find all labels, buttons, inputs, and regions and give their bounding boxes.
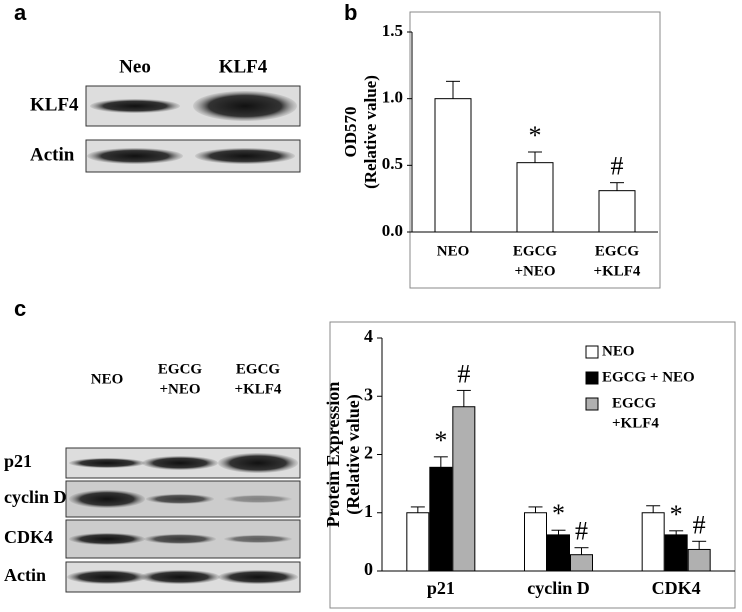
bar bbox=[429, 466, 453, 572]
row-label: cyclin D bbox=[4, 487, 67, 507]
significance-mark: # bbox=[611, 152, 624, 181]
bar bbox=[547, 534, 570, 572]
bar bbox=[664, 534, 688, 572]
chart-frame bbox=[409, 11, 661, 289]
legend-label: NEO bbox=[602, 343, 635, 359]
bar bbox=[516, 162, 554, 233]
row-label: CDK4 bbox=[4, 527, 53, 547]
significance-mark: # bbox=[457, 359, 470, 388]
significance-mark: # bbox=[693, 510, 706, 539]
legend-swatch bbox=[585, 397, 599, 411]
row-label: Actin bbox=[4, 565, 46, 585]
significance-mark: # bbox=[575, 517, 588, 546]
blot-a bbox=[85, 85, 301, 173]
legend-swatch bbox=[585, 371, 599, 385]
panel-label: c bbox=[14, 296, 26, 321]
bar bbox=[570, 554, 593, 572]
row-label: Actin bbox=[30, 144, 75, 165]
x-tick-label: p21 bbox=[427, 578, 455, 598]
lane-label: KLF4 bbox=[219, 56, 268, 77]
x-tick-label: cyclin D bbox=[527, 578, 590, 598]
bar bbox=[434, 98, 472, 233]
y-tick-label: 4 bbox=[364, 326, 373, 346]
lane-label: +KLF4 bbox=[235, 381, 282, 397]
y-tick-label: 2 bbox=[364, 443, 373, 463]
x-tick-label: +KLF4 bbox=[594, 263, 641, 279]
bar bbox=[641, 512, 665, 572]
y-tick-label: 1 bbox=[364, 501, 373, 521]
lane-label: EGCG bbox=[158, 361, 203, 377]
legend-label: EGCG + NEO bbox=[602, 369, 695, 385]
significance-mark: * bbox=[552, 499, 565, 528]
legend-swatch bbox=[585, 345, 599, 359]
bar bbox=[524, 512, 547, 572]
bar bbox=[687, 548, 711, 572]
lane-label: +NEO bbox=[159, 381, 200, 397]
x-tick-label: EGCG bbox=[513, 243, 558, 259]
row-label: p21 bbox=[4, 451, 32, 471]
legend-label: +KLF4 bbox=[612, 415, 659, 431]
bar bbox=[598, 190, 636, 233]
x-tick-label: CDK4 bbox=[652, 578, 701, 598]
y-axis-label: OD570 bbox=[341, 107, 360, 158]
y-tick-label: 1.5 bbox=[382, 21, 403, 40]
chart-frame bbox=[329, 321, 736, 609]
y-axis-label: (Relative value) bbox=[343, 394, 364, 514]
panel-label: b bbox=[344, 0, 357, 25]
lane-label: EGCG bbox=[236, 361, 281, 377]
significance-mark: * bbox=[670, 500, 683, 529]
panel-label: a bbox=[14, 0, 27, 25]
x-tick-label: EGCG bbox=[595, 243, 640, 259]
significance-mark: * bbox=[529, 121, 542, 150]
x-tick-label: +NEO bbox=[514, 263, 555, 279]
y-tick-label: 0.0 bbox=[382, 221, 403, 240]
x-tick-label: NEO bbox=[437, 243, 470, 259]
lane-label: NEO bbox=[91, 371, 124, 387]
bar bbox=[452, 406, 476, 572]
lane-label: Neo bbox=[119, 56, 151, 77]
y-tick-label: 3 bbox=[364, 384, 373, 404]
y-axis-label: (Relative value) bbox=[361, 75, 380, 189]
y-tick-label: 0.5 bbox=[382, 154, 403, 173]
bar bbox=[406, 512, 430, 572]
significance-mark: * bbox=[434, 426, 447, 455]
blot-c bbox=[65, 447, 301, 593]
row-label: KLF4 bbox=[30, 94, 79, 115]
y-tick-label: 0 bbox=[364, 559, 373, 579]
y-tick-label: 1.0 bbox=[382, 88, 403, 107]
legend-label: EGCG bbox=[612, 395, 657, 411]
y-axis-label: Protein Expression bbox=[323, 382, 343, 528]
